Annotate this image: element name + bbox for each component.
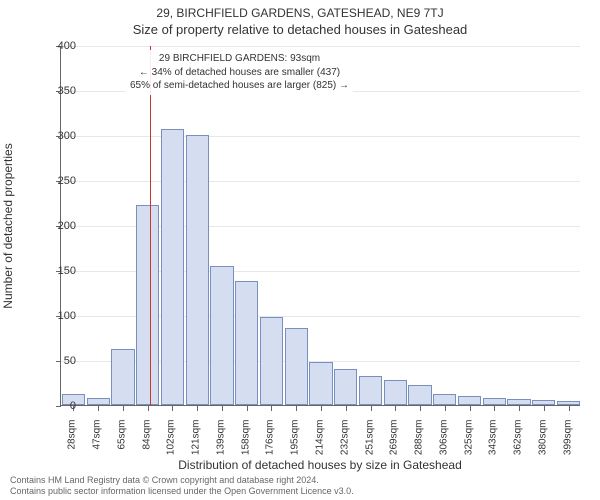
xtick-mark: [172, 406, 173, 411]
footer-line-2: Contains public sector information licen…: [10, 486, 590, 496]
xtick-label: 214sqm: [315, 420, 326, 470]
histogram-bar: [557, 401, 580, 406]
histogram-bar: [111, 349, 134, 405]
annotation-line-3: 65% of semi-detached houses are larger (…: [130, 79, 349, 93]
xtick-label: 176sqm: [265, 420, 276, 470]
xtick-label: 399sqm: [562, 420, 573, 470]
annotation-box: 29 BIRCHFIELD GARDENS: 93sqm ← 34% of de…: [126, 50, 353, 95]
xtick-mark: [519, 406, 520, 411]
xtick-label: 47sqm: [92, 420, 103, 470]
gridline: [61, 181, 580, 182]
ytick-label: 50: [40, 355, 76, 367]
xtick-mark: [494, 406, 495, 411]
xtick-label: 139sqm: [215, 420, 226, 470]
xtick-label: 28sqm: [67, 420, 78, 470]
histogram-bar: [186, 135, 209, 405]
xtick-mark: [222, 406, 223, 411]
xtick-mark: [445, 406, 446, 411]
chart-plot-area: 29 BIRCHFIELD GARDENS: 93sqm ← 34% of de…: [60, 46, 580, 406]
xtick-label: 343sqm: [488, 420, 499, 470]
xtick-mark: [420, 406, 421, 411]
ytick-label: 200: [40, 220, 76, 232]
y-axis-label: Number of detached properties: [1, 143, 15, 308]
xtick-label: 65sqm: [116, 420, 127, 470]
xtick-mark: [321, 406, 322, 411]
xtick-label: 288sqm: [414, 420, 425, 470]
histogram-bar: [210, 266, 233, 406]
gridline: [61, 46, 580, 47]
xtick-label: 195sqm: [290, 420, 301, 470]
xtick-label: 232sqm: [339, 420, 350, 470]
xtick-label: 251sqm: [364, 420, 375, 470]
histogram-bar: [359, 376, 382, 405]
address-line: 29, BIRCHFIELD GARDENS, GATESHEAD, NE9 7…: [0, 6, 600, 20]
ytick-label: 400: [40, 40, 76, 52]
ytick-label: 350: [40, 85, 76, 97]
histogram-bar: [235, 281, 258, 405]
histogram-bar: [161, 129, 184, 405]
xtick-label: 158sqm: [240, 420, 251, 470]
annotation-line-2: ← 34% of detached houses are smaller (43…: [130, 66, 349, 80]
chart-title: Size of property relative to detached ho…: [0, 22, 600, 37]
histogram-bar: [136, 205, 159, 405]
ytick-label: 250: [40, 175, 76, 187]
xtick-mark: [98, 406, 99, 411]
xtick-label: 306sqm: [438, 420, 449, 470]
histogram-bar: [334, 369, 357, 405]
xtick-mark: [346, 406, 347, 411]
histogram-bar: [408, 385, 431, 405]
histogram-bar: [384, 380, 407, 405]
xtick-label: 102sqm: [166, 420, 177, 470]
histogram-bar: [433, 394, 456, 405]
ytick-label: 300: [40, 130, 76, 142]
xtick-mark: [569, 406, 570, 411]
histogram-bar: [260, 317, 283, 405]
xtick-label: 362sqm: [513, 420, 524, 470]
xtick-mark: [470, 406, 471, 411]
histogram-bar: [285, 328, 308, 405]
ytick-label: 150: [40, 265, 76, 277]
xtick-mark: [271, 406, 272, 411]
xtick-label: 269sqm: [389, 420, 400, 470]
property-marker-line: [150, 46, 151, 405]
histogram-bar: [532, 400, 555, 405]
annotation-line-1: 29 BIRCHFIELD GARDENS: 93sqm: [130, 52, 349, 66]
xtick-mark: [296, 406, 297, 411]
gridline: [61, 136, 580, 137]
xtick-mark: [148, 406, 149, 411]
xtick-label: 121sqm: [191, 420, 202, 470]
histogram-bar: [309, 362, 332, 405]
xtick-label: 84sqm: [141, 420, 152, 470]
copyright-footer: Contains HM Land Registry data © Crown c…: [10, 475, 590, 496]
xtick-mark: [544, 406, 545, 411]
xtick-mark: [395, 406, 396, 411]
ytick-label: 100: [40, 310, 76, 322]
xtick-label: 325sqm: [463, 420, 474, 470]
histogram-bar: [87, 398, 110, 405]
xtick-mark: [247, 406, 248, 411]
histogram-bar: [458, 396, 481, 405]
xtick-mark: [123, 406, 124, 411]
histogram-bar: [483, 398, 506, 405]
footer-line-1: Contains HM Land Registry data © Crown c…: [10, 475, 590, 485]
xtick-mark: [371, 406, 372, 411]
xtick-mark: [197, 406, 198, 411]
ytick-label: 0: [40, 400, 76, 412]
xtick-label: 380sqm: [537, 420, 548, 470]
histogram-bar: [507, 399, 530, 405]
